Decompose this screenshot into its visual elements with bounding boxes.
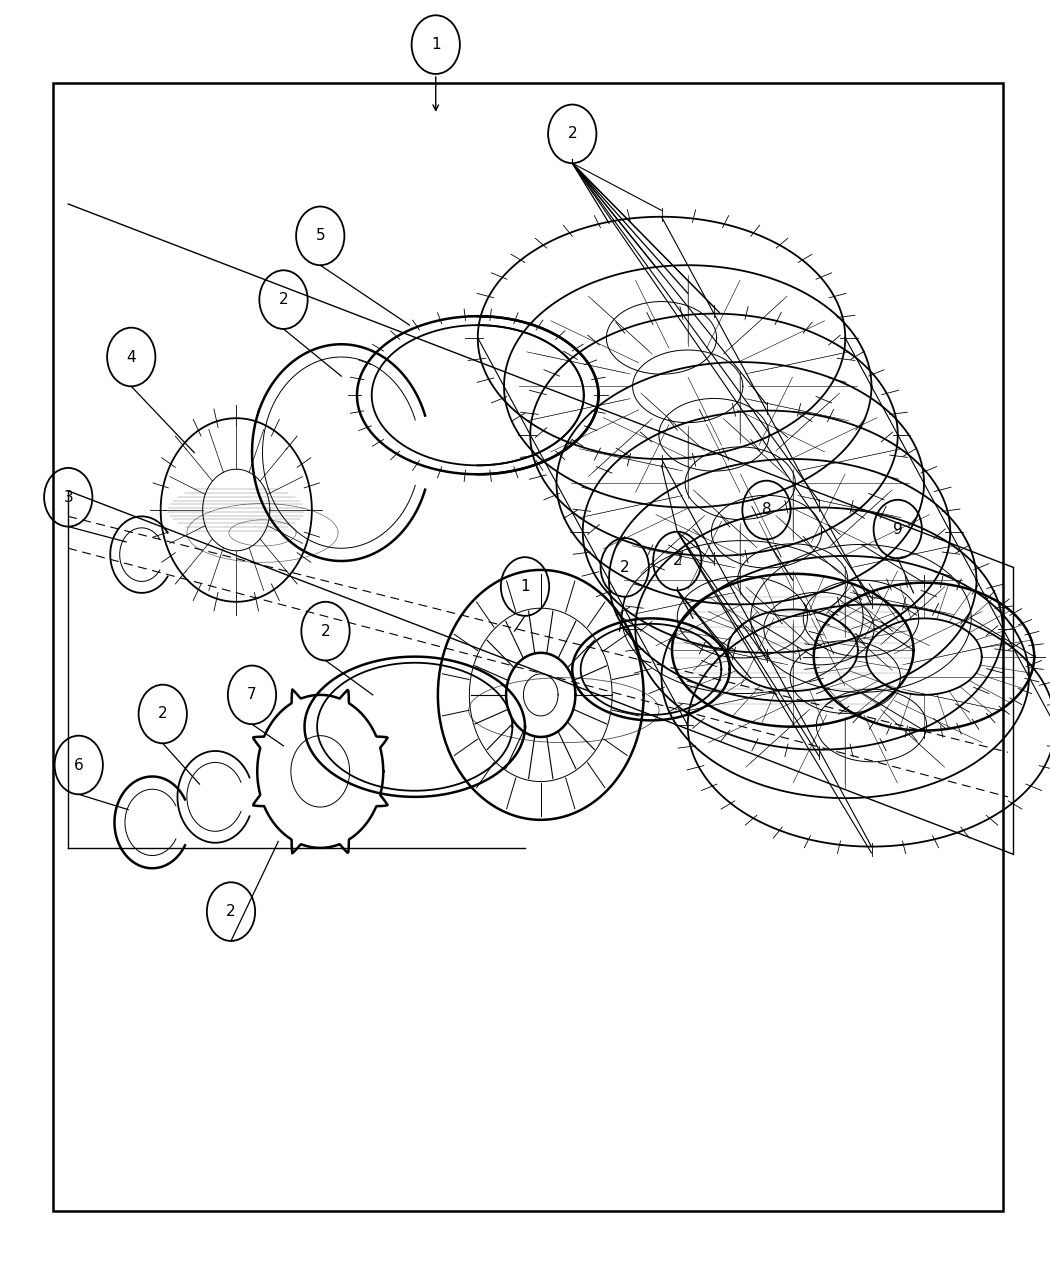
Text: 9: 9 [892, 521, 903, 537]
Text: 2: 2 [672, 553, 682, 569]
Text: 3: 3 [63, 490, 74, 505]
Text: 6: 6 [74, 757, 84, 773]
Text: 8: 8 [761, 502, 772, 518]
Text: 2: 2 [158, 706, 168, 722]
Text: 2: 2 [567, 126, 578, 142]
Text: 4: 4 [126, 349, 136, 365]
Text: 2: 2 [320, 623, 331, 639]
Text: 1: 1 [430, 37, 441, 52]
Text: 7: 7 [247, 687, 257, 703]
Text: 1: 1 [520, 579, 530, 594]
Text: 5: 5 [315, 228, 326, 244]
Text: 2: 2 [620, 560, 630, 575]
Text: 2: 2 [278, 292, 289, 307]
Text: 2: 2 [226, 904, 236, 919]
Bar [52, 83, 1003, 1211]
